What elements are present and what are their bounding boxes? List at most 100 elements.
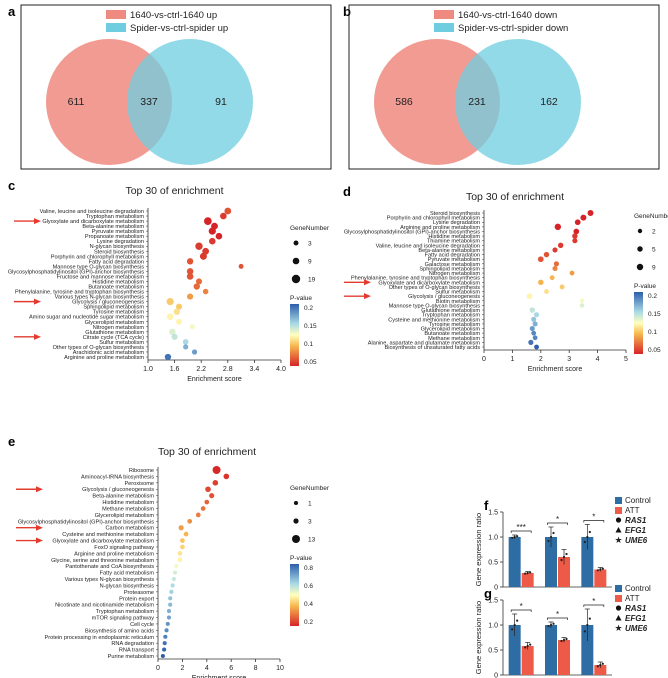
replicate-point xyxy=(513,535,516,539)
color-legend-label: 0.2 xyxy=(304,305,313,312)
marker-star-icon: ★ xyxy=(614,535,622,545)
enrichment-point xyxy=(532,321,538,327)
replicate-point xyxy=(588,617,591,620)
significance-bracket xyxy=(547,617,568,620)
enrichment-point xyxy=(166,615,172,620)
gene-legend-label: RAS1 xyxy=(625,516,647,525)
term-label: Propanoate metabolism xyxy=(85,234,144,240)
y-tick-label: 1.5 xyxy=(488,510,498,517)
enrichment-point xyxy=(195,278,203,285)
enrichment-point xyxy=(177,551,183,556)
term-label: Biotin metabolism xyxy=(436,299,480,305)
enrichment-point xyxy=(173,570,178,575)
chart-title: Top 30 of enrichment xyxy=(158,446,256,458)
term-label: Various types N-glycan biosynthesis xyxy=(55,295,145,301)
highlight-arrow-head xyxy=(364,279,371,286)
term-label: Lysine degradation xyxy=(97,239,144,245)
enrichment-point xyxy=(187,518,193,524)
y-tick-label: 1.0 xyxy=(488,535,498,542)
venn-b: 1640-vs-ctrl-1640 down Spider-vs-ctrl-spi… xyxy=(348,4,660,170)
venn-legend-swatch-left xyxy=(434,10,454,19)
replicate-point xyxy=(526,571,529,575)
enrichment-point xyxy=(195,512,201,518)
enrichment-point xyxy=(572,238,578,244)
x-tick-label: 2.8 xyxy=(223,366,233,373)
x-tick-label: 8 xyxy=(254,665,258,672)
term-label: Alanine, aspartate and glutamate metabol… xyxy=(368,340,481,346)
chart-title: Top 30 of enrichment xyxy=(466,191,564,203)
bar-control xyxy=(581,625,594,675)
term-label: Nicotinate and nicotinamide metabolism xyxy=(55,603,154,609)
term-label: Arachidonic acid metabolism xyxy=(73,350,145,356)
enrichment-point xyxy=(205,486,211,493)
enrichment-point xyxy=(569,270,575,276)
significance-bracket xyxy=(547,522,568,525)
legend-swatch-control xyxy=(615,497,622,504)
venn-circle-right xyxy=(127,39,253,165)
x-tick-label: 3.4 xyxy=(250,366,260,373)
x-tick-label: 5 xyxy=(624,356,628,363)
term-label: Glutathione metabolism xyxy=(421,308,480,314)
replicate-point xyxy=(565,637,568,641)
bar-control xyxy=(581,537,594,587)
enrichment-point xyxy=(170,583,175,588)
term-label: Glycolysis / gluconeogenesis xyxy=(82,487,154,493)
replicate-point xyxy=(549,535,553,539)
highlight-arrow-head xyxy=(34,298,41,305)
term-label: Arginine and proline metabolism xyxy=(74,551,154,557)
enrichment-point xyxy=(531,330,537,336)
significance-label: * xyxy=(556,515,559,524)
y-tick-label: 0.5 xyxy=(488,560,498,567)
marker-triangle-icon xyxy=(615,615,622,621)
term-label: Sphingolipid metabolism xyxy=(419,266,480,272)
replicate-point xyxy=(524,572,527,575)
x-tick-label: 1.6 xyxy=(170,366,180,373)
term-label: Lysine degradation xyxy=(433,220,480,226)
enrichment-point xyxy=(164,628,169,633)
enrichment-point xyxy=(238,263,244,269)
size-legend-title: GeneNumber xyxy=(634,213,668,220)
term-label: Porphyrin and chlorophyll metabolism xyxy=(387,216,481,222)
size-legend-dot xyxy=(293,518,299,524)
bar-control xyxy=(545,625,557,675)
replicate-point xyxy=(562,638,566,642)
term-label: Biosynthesis of amino acids xyxy=(85,628,154,634)
significance-bracket xyxy=(583,520,605,523)
enrichment-point xyxy=(174,564,179,569)
enrichment-point xyxy=(573,228,580,235)
term-label: Protein export xyxy=(119,596,154,602)
replicate-point xyxy=(601,567,604,570)
term-label: Protein processing in endoplasmic reticu… xyxy=(45,635,155,641)
color-legend-label: 0.05 xyxy=(304,359,317,366)
enrichment-point xyxy=(203,217,212,225)
enrichment-point xyxy=(183,531,189,537)
enrichment-point xyxy=(208,227,216,235)
venn-legend-label: 1640-vs-ctrl-1640 down xyxy=(458,10,557,21)
color-legend-label: 0.15 xyxy=(304,323,317,330)
term-label: Tyrosine metabolism xyxy=(429,322,481,328)
enrichment-point xyxy=(531,316,537,322)
enrichment-point xyxy=(166,298,174,306)
term-label: Beta-alanine metabolism xyxy=(92,494,154,500)
enrichment-point xyxy=(212,466,221,474)
color-legend-bar xyxy=(290,564,299,626)
significance-label: * xyxy=(520,602,523,611)
replicate-point xyxy=(601,662,604,665)
color-legend-label: 0.2 xyxy=(648,293,657,300)
term-label: Citrate cycle (TCA cycle) xyxy=(83,335,144,341)
enrichment-point xyxy=(552,265,558,272)
venn-count-overlap: 231 xyxy=(468,96,486,108)
term-label: Tyrosine metabolism xyxy=(93,310,145,316)
replicate-point xyxy=(529,571,532,574)
legend-swatch-att xyxy=(615,595,622,602)
venn-count-left: 586 xyxy=(395,96,413,108)
x-tick-label: 2 xyxy=(539,356,543,363)
enrichment-point xyxy=(175,303,183,310)
venn-frame xyxy=(348,4,660,170)
replicate-point xyxy=(560,558,563,562)
size-legend-dot xyxy=(292,257,300,265)
term-label: Tryptophan metabolism xyxy=(422,313,481,319)
term-label: Histidine metabolism xyxy=(92,279,144,285)
enrichment-chart-d: Top 30 of enrichment 0 1 2 3 4 5 Enrichment sco… xyxy=(344,191,668,373)
enrichment-point xyxy=(177,557,183,563)
